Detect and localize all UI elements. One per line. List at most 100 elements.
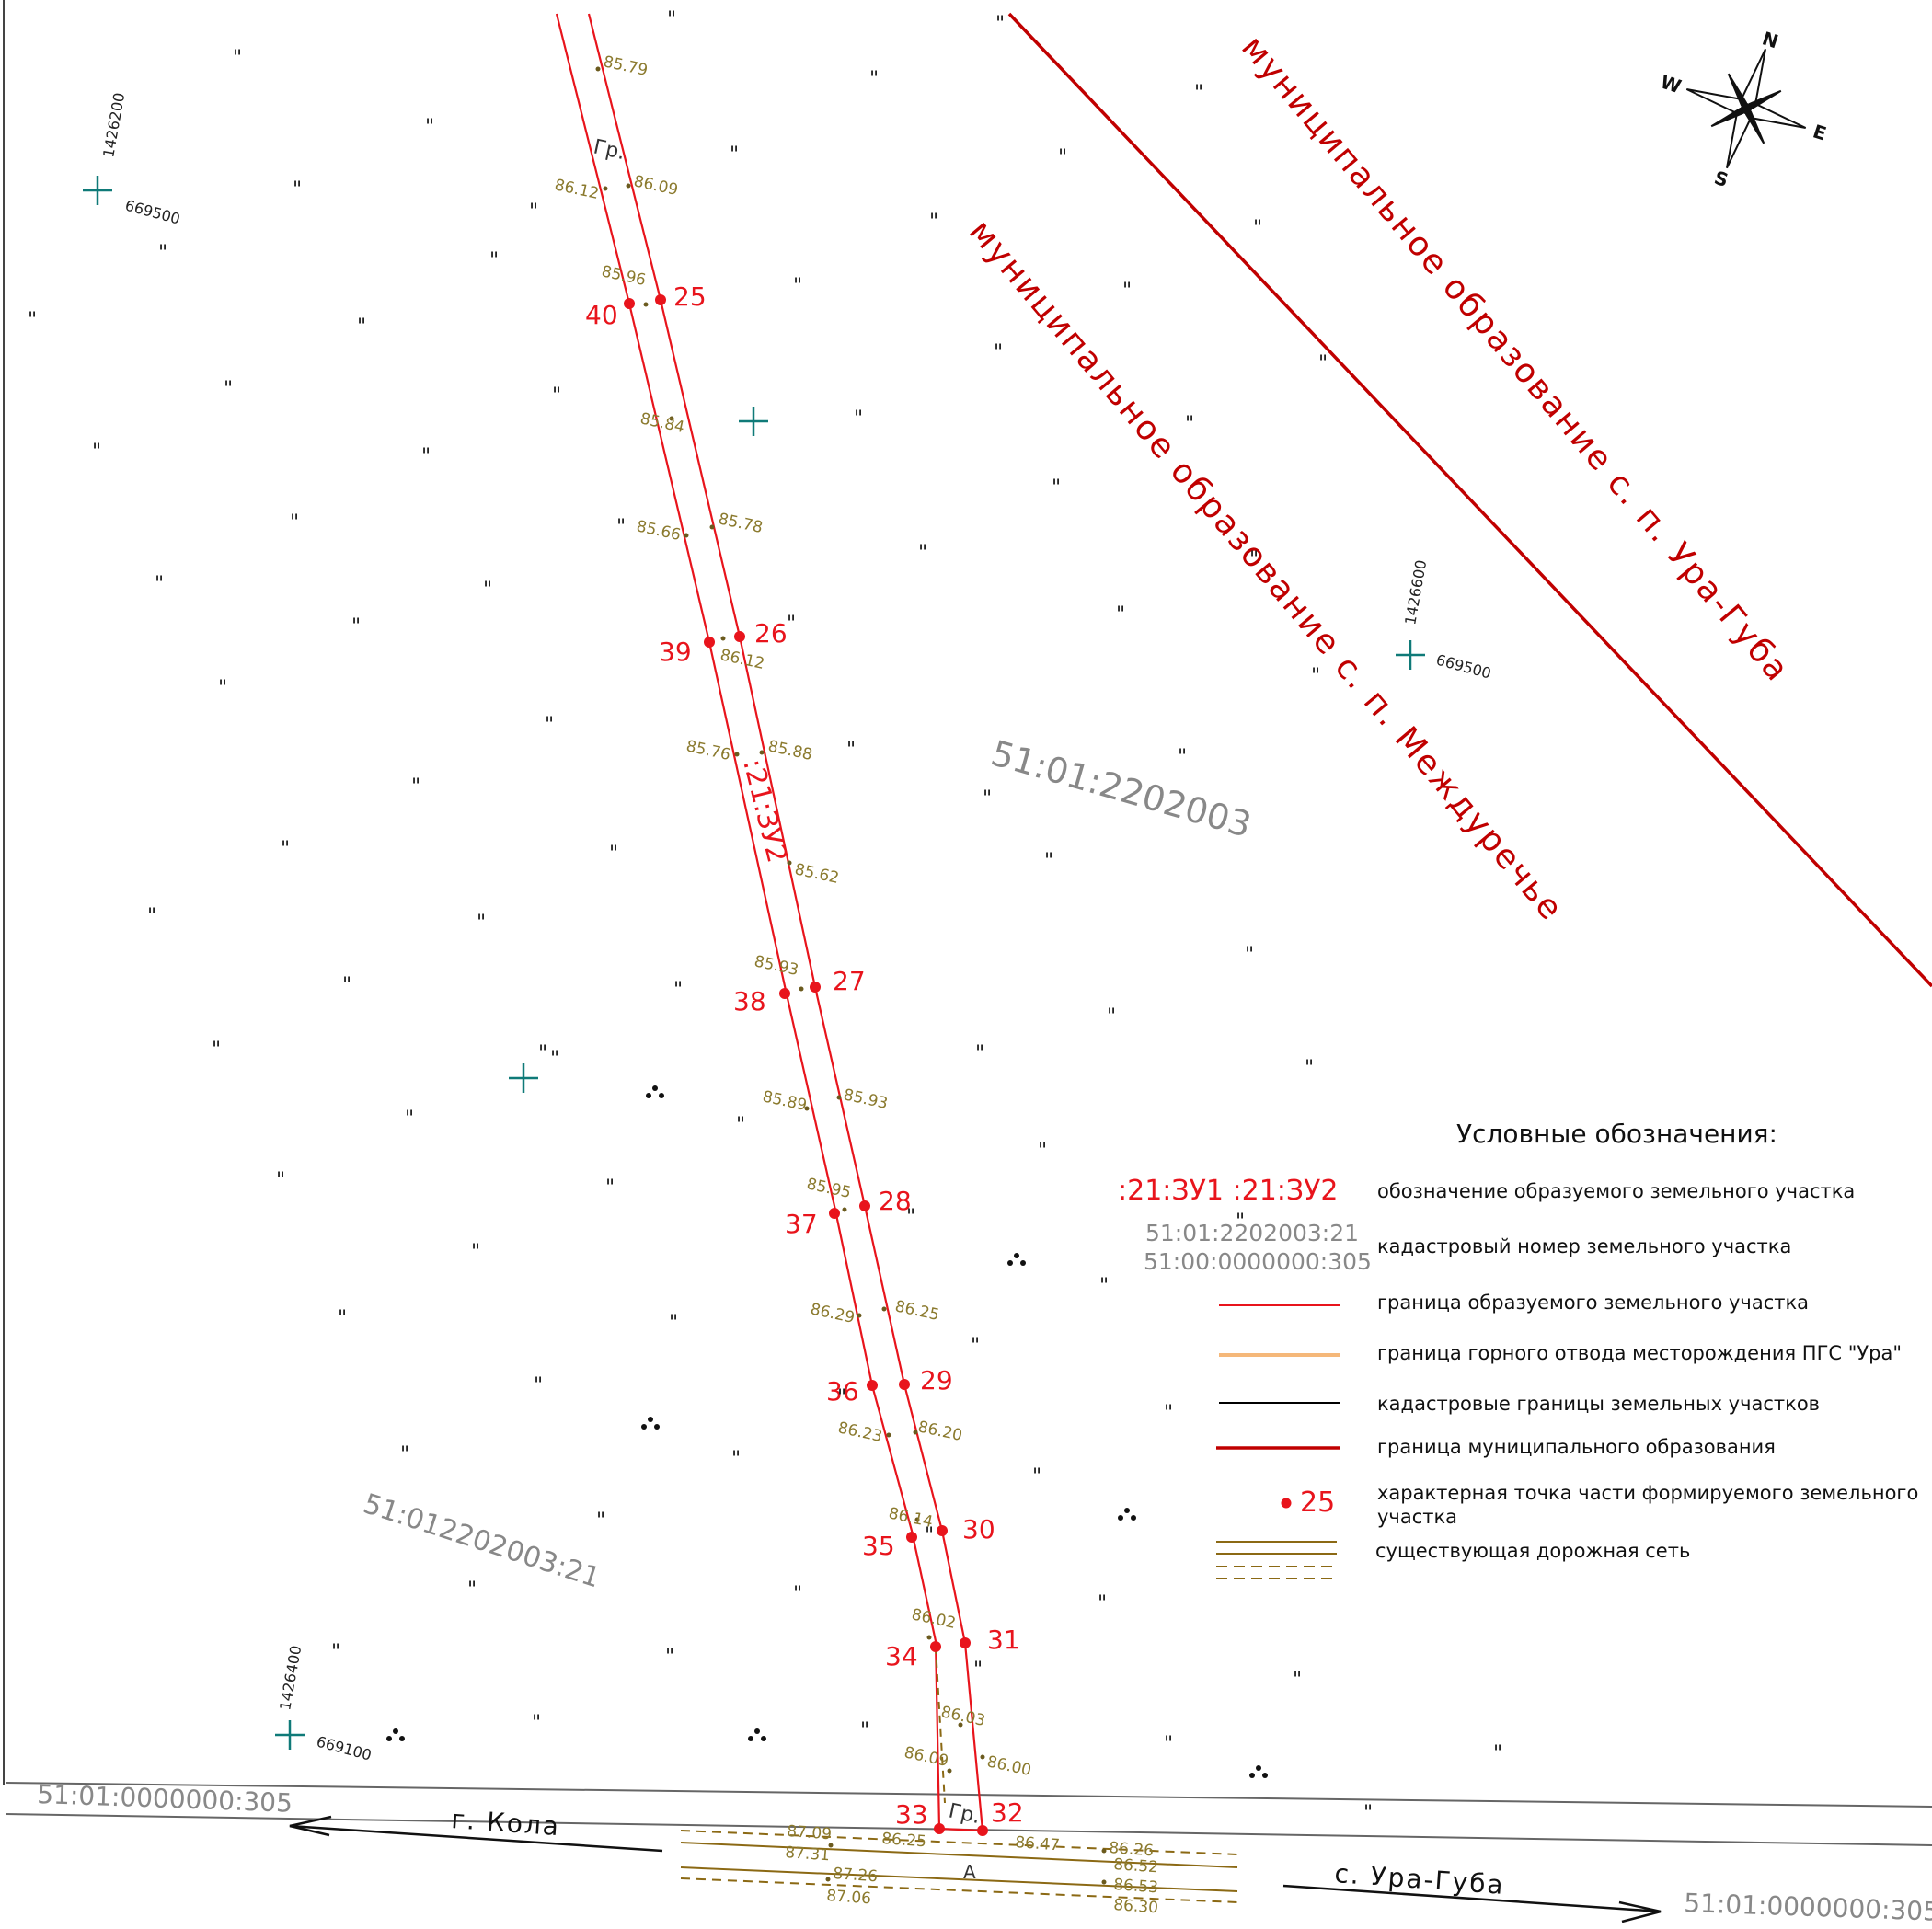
legend-sample-cadastral: 51:00:0000000:305 — [1144, 1248, 1372, 1275]
land-symbol: " — [1038, 1140, 1047, 1163]
land-symbol: " — [1178, 746, 1187, 769]
land-symbol: " — [212, 1039, 221, 1062]
land-symbol: " — [1305, 1057, 1314, 1080]
land-symbol: " — [467, 1579, 477, 1602]
land-symbol: " — [1293, 1669, 1302, 1692]
boundary-points — [624, 294, 988, 1836]
land-symbol: " — [158, 242, 167, 265]
land-symbol: " — [860, 1719, 869, 1742]
legend-text: граница горного отвода месторождения ПГС… — [1377, 1342, 1902, 1364]
land-symbol: " — [971, 1335, 980, 1358]
elevation-label: 86.25 — [881, 1830, 927, 1851]
land-symbol: " — [400, 1443, 409, 1466]
land-symbol: " — [552, 385, 561, 408]
land-symbol: " — [489, 249, 499, 272]
land-symbol: " — [290, 511, 299, 534]
legend-text: граница образуемого земельного участка — [1377, 1292, 1809, 1314]
legend-sample-cadastral: 51:01:2202003:21 — [1145, 1220, 1359, 1246]
legend: Условные обозначения: :21:ЗУ1 :21:ЗУ2 об… — [1118, 1119, 1918, 1579]
point-number: 38 — [733, 986, 766, 1016]
point-number: 30 — [962, 1514, 995, 1544]
land-symbol: " — [787, 613, 796, 636]
land-symbol: " — [532, 1712, 541, 1735]
point-number: 26 — [754, 618, 788, 649]
land-symbol: " — [471, 1241, 480, 1264]
land-symbol: " — [338, 1307, 347, 1330]
land-symbol: " — [669, 1312, 678, 1335]
point-number: 36 — [826, 1376, 859, 1407]
land-symbol: " — [357, 316, 366, 339]
legend-text: участка — [1377, 1506, 1457, 1528]
land-symbol: " — [425, 116, 434, 139]
land-symbol: " — [550, 1048, 559, 1071]
point-number: 32 — [991, 1797, 1024, 1828]
land-symbol: " — [869, 68, 879, 91]
grid-crosses — [83, 176, 1425, 1750]
land-symbol: " — [609, 843, 618, 866]
land-symbol: " — [534, 1374, 543, 1397]
land-symbol: " — [276, 1169, 285, 1192]
land-symbol: " — [1253, 217, 1262, 240]
legend-title: Условные обозначения: — [1456, 1119, 1777, 1149]
land-symbol: " — [293, 178, 302, 201]
land-symbol: " — [1052, 477, 1061, 499]
land-symbol: " — [731, 1448, 741, 1471]
elevation-label: 86.47 — [1015, 1833, 1061, 1854]
land-symbol: " — [1164, 1402, 1173, 1425]
land-symbol: " — [673, 979, 683, 1002]
legend-text: кадастровые границы земельных участков — [1377, 1393, 1820, 1415]
land-symbol: " — [929, 211, 938, 234]
land-symbol: " — [483, 579, 492, 602]
land-symbol: " — [92, 441, 101, 464]
point-number: 25 — [673, 281, 707, 312]
land-symbol: " — [994, 341, 1003, 364]
legend-text: характерная точка части формируемого зем… — [1377, 1482, 1918, 1504]
land-symbol: " — [616, 516, 626, 539]
land-symbol: " — [529, 201, 538, 224]
point-number-labels: 25 26 27 28 29 30 31 32 33 34 35 36 37 3… — [585, 281, 1024, 1830]
land-symbol: " — [405, 1108, 414, 1131]
land-symbol: " — [1318, 352, 1328, 375]
land-symbol: " — [351, 615, 361, 638]
elevation-label: 86.30 — [1113, 1896, 1159, 1917]
point-number: 40 — [585, 300, 618, 330]
land-symbol: " — [218, 677, 227, 700]
land-symbol: " — [538, 1042, 547, 1065]
point-number: 27 — [833, 966, 866, 996]
land-symbol: " — [983, 787, 992, 810]
land-symbol: " — [1122, 280, 1132, 303]
legend-text: кадастровый номер земельного участка — [1377, 1235, 1791, 1257]
land-symbol: " — [906, 1206, 915, 1229]
land-symbol: " — [995, 13, 1005, 36]
land-symbol: " — [846, 739, 856, 762]
land-symbol: " — [665, 1646, 674, 1669]
land-symbol: " — [281, 838, 290, 861]
land-symbol: " — [1311, 665, 1320, 688]
road-arrows — [289, 1815, 1662, 1923]
land-symbol: " — [1116, 603, 1125, 626]
compass-rose: N E S W — [1658, 27, 1829, 191]
legend-text: обозначение образуемого земельного участ… — [1377, 1180, 1855, 1202]
point-number: 37 — [785, 1209, 818, 1239]
land-symbol: " — [545, 714, 554, 737]
elevation-label: 87.31 — [785, 1843, 831, 1865]
elevation-label: 87.26 — [833, 1865, 879, 1886]
land-symbols: " " " " " " " " " " " " " " " " " " " " " " " " " " " " " " " " " " " " " " " "… — [28, 8, 1502, 1825]
compass-north: N — [1760, 27, 1781, 52]
land-symbol: " — [331, 1641, 340, 1664]
land-symbol: " — [736, 1114, 745, 1137]
land-symbol: " — [1107, 1005, 1116, 1028]
land-symbol: " — [925, 1524, 934, 1547]
land-symbol: " — [155, 573, 164, 596]
stone-symbols — [386, 1085, 1268, 1778]
point-number: 28 — [879, 1186, 912, 1216]
elevation-label: 87.09 — [787, 1822, 833, 1843]
land-symbol: " — [1098, 1592, 1107, 1615]
elevation-label: 86.26 — [1109, 1839, 1155, 1860]
land-symbol: " — [596, 1510, 605, 1533]
land-symbol: " — [28, 309, 37, 332]
land-symbol: " — [975, 1042, 984, 1065]
land-symbol: " — [1099, 1275, 1109, 1298]
elevation-label: 86.53 — [1113, 1876, 1159, 1897]
land-symbol: " — [1236, 1211, 1245, 1234]
